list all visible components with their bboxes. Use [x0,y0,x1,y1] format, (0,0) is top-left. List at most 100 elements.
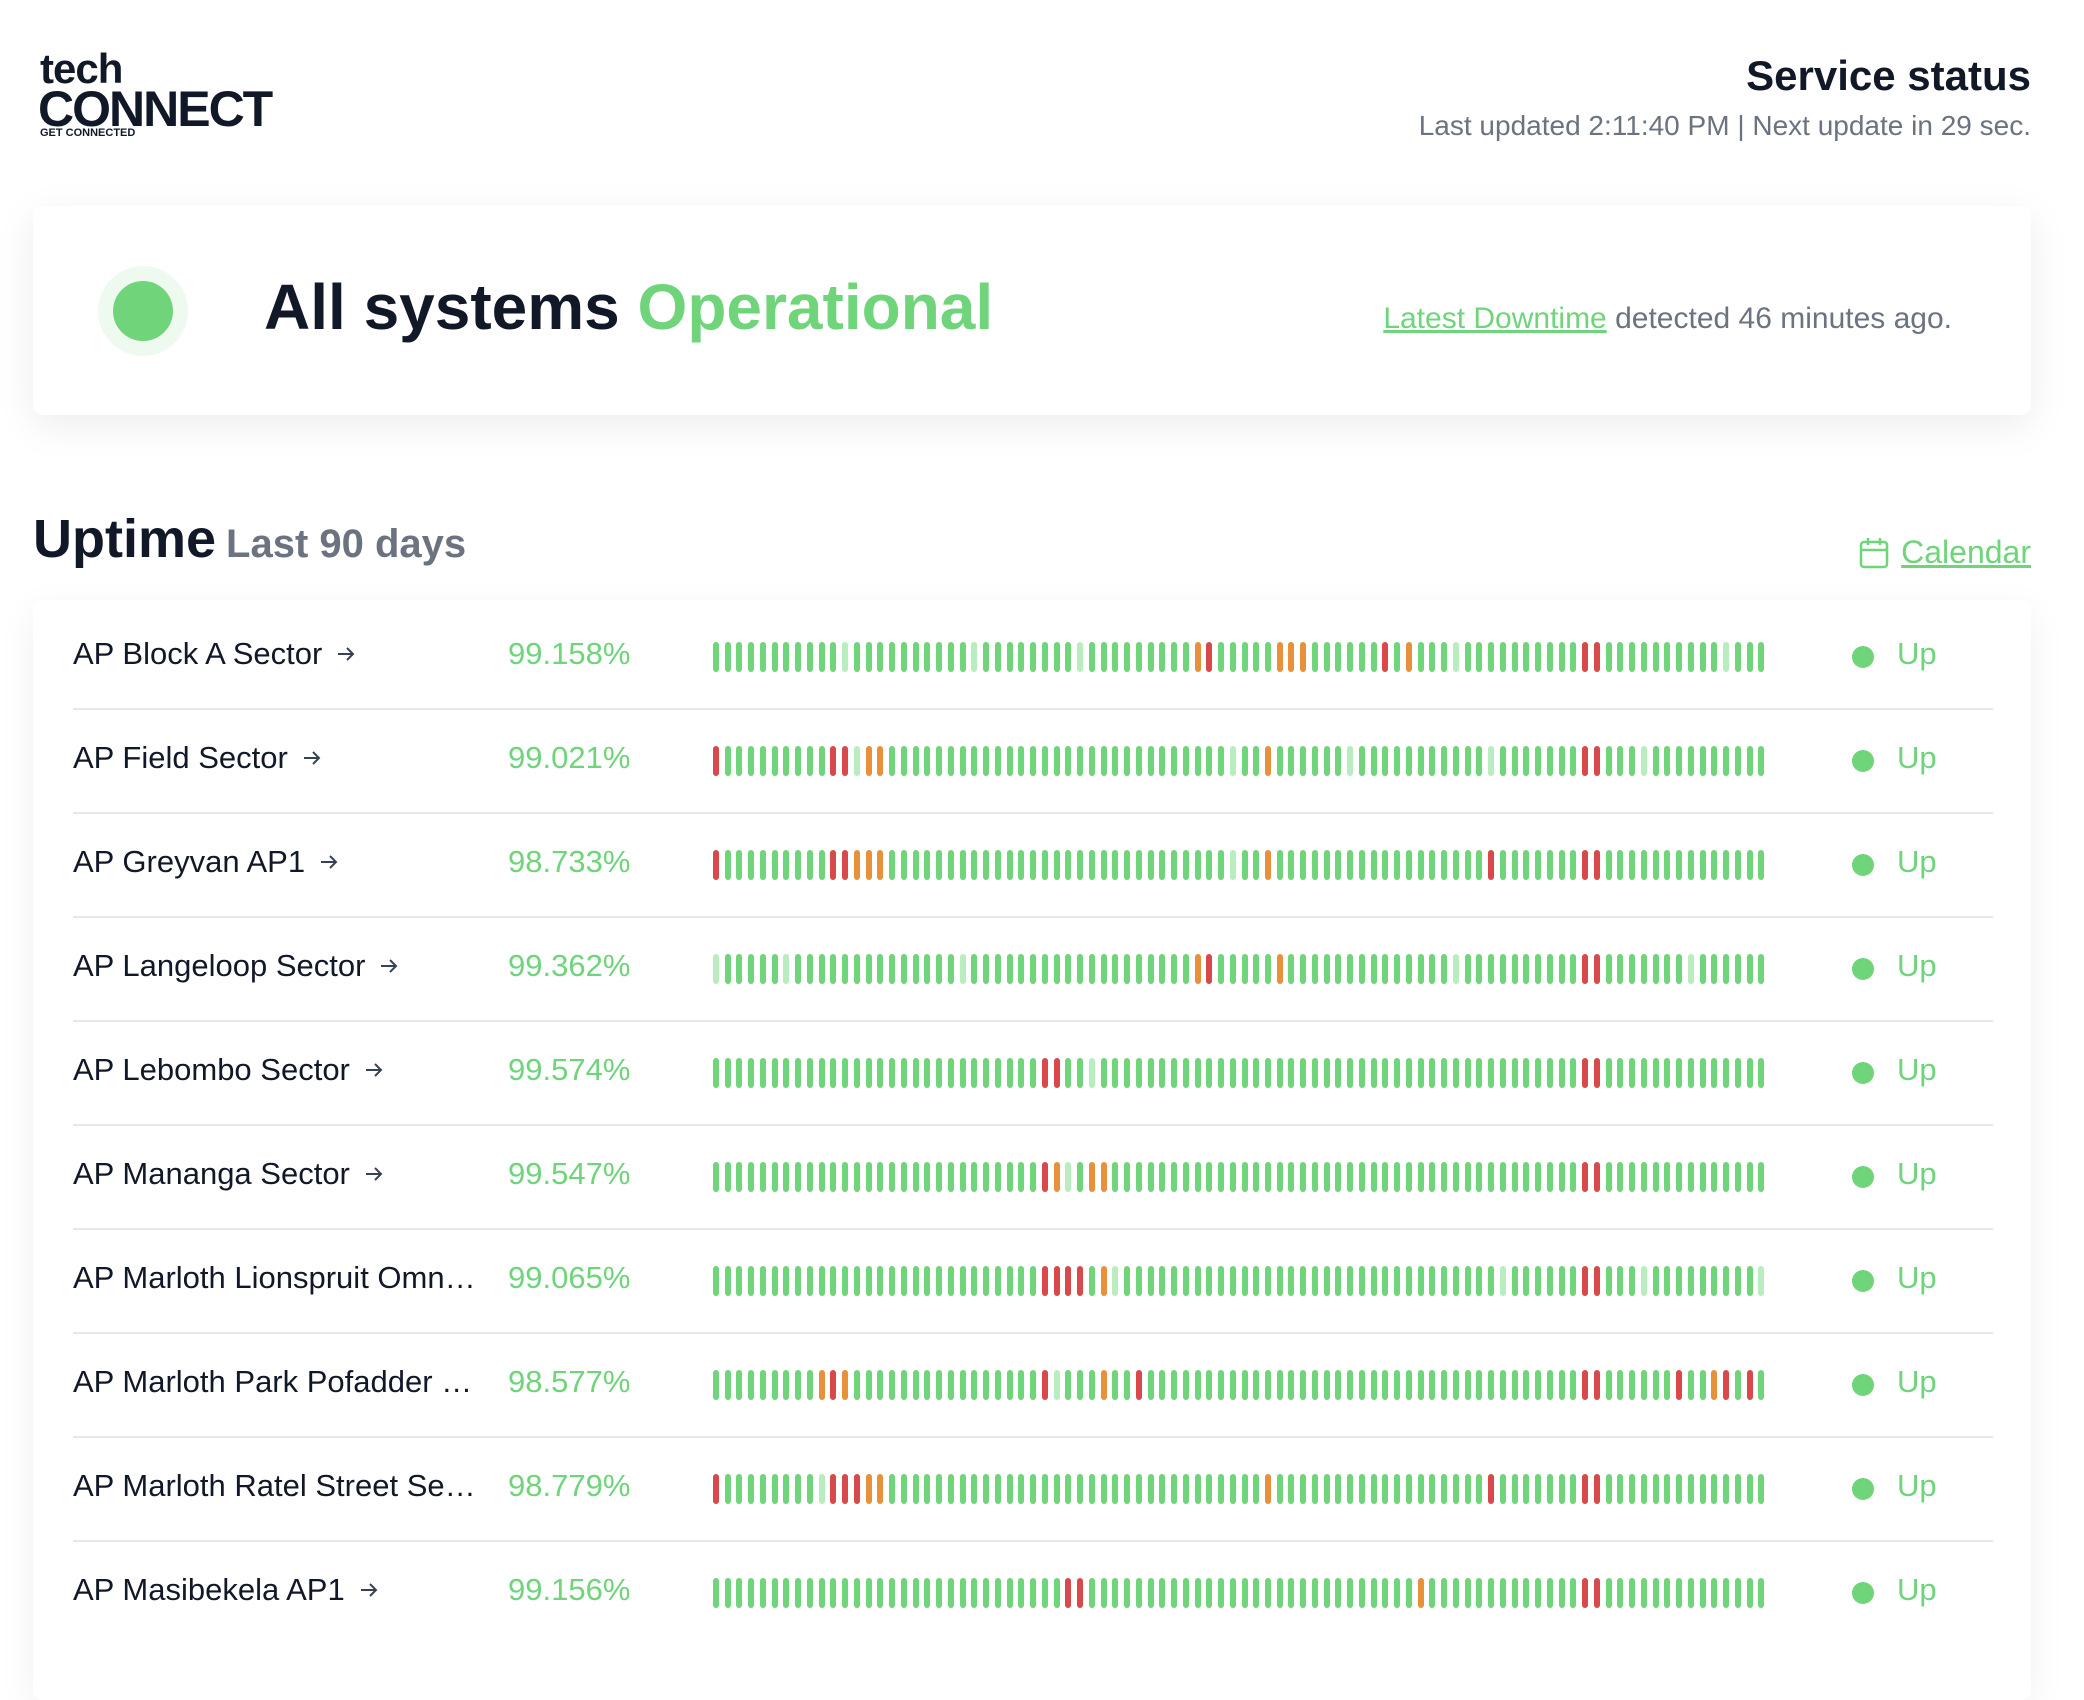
day-bar [1229,1474,1236,1504]
calendar-link[interactable]: Calendar [1859,534,2031,571]
monitor-name-text[interactable]: AP Greyvan AP1 [73,844,306,879]
monitor-name-text[interactable]: AP Field Sector [73,740,288,775]
monitor-name[interactable]: AP Lebombo Sector [73,1052,384,1088]
monitor-row[interactable]: AP Marloth Ratel Street Se… 98.779% Up [73,1436,1993,1540]
day-bar [1276,1578,1283,1608]
day-bar [1300,850,1307,880]
day-bar [1370,1266,1377,1296]
calendar-text[interactable]: Calendar [1901,534,2031,570]
monitor-status: Up [1897,844,1937,879]
monitor-name[interactable]: AP Masibekela AP1 [73,1572,379,1608]
day-bar [1394,746,1401,776]
day-bar [1652,1162,1659,1192]
day-bar [1476,1162,1483,1192]
day-bar [1476,1370,1483,1400]
last-updated: Last updated 2:11:40 PM | Next update in… [1418,110,2031,141]
day-bar [748,954,755,984]
day-bar [1523,1162,1530,1192]
monitor-status: Up [1897,1260,1937,1295]
day-bar [1041,954,1048,984]
day-bar [1676,1266,1683,1296]
day-bar [936,1266,943,1296]
day-bar [1276,1474,1283,1504]
monitor-name-text[interactable]: AP Marloth Ratel Street Se… [73,1468,476,1503]
uptime-percent: 98.577% [508,1364,631,1399]
monitor-row[interactable]: AP Marloth Park Pofadder … 98.577% Up [73,1332,1993,1436]
day-bar [1699,1266,1706,1296]
day-bar [1018,1266,1025,1296]
day-bar [1206,1266,1213,1296]
monitor-row[interactable]: AP Lebombo Sector 99.574% Up [73,1020,1993,1124]
day-bar [1264,746,1271,776]
monitor-name[interactable]: AP Marloth Park Pofadder … [73,1364,472,1400]
row-separator [73,1436,1993,1438]
day-bar [736,1578,743,1608]
day-bar [994,1474,1001,1504]
downtime-link[interactable]: Latest Downtime [1383,302,1607,335]
monitor-row[interactable]: AP Field Sector 99.021% Up [73,708,1993,812]
monitor-name-text[interactable]: AP Block A Sector [73,636,323,671]
day-bar [900,1474,907,1504]
day-bar [1488,1058,1495,1088]
day-bar [1124,642,1131,672]
monitor-name-text[interactable]: AP Langeloop Sector [73,948,366,983]
day-bar [1617,1162,1624,1192]
day-bar [924,1370,931,1400]
day-bar [1288,1266,1295,1296]
day-bar [1699,1578,1706,1608]
monitor-name[interactable]: AP Marloth Ratel Street Se… [73,1468,476,1504]
day-bar [1699,746,1706,776]
day-bar [771,746,778,776]
monitor-row[interactable]: AP Mananga Sector 99.547% Up [73,1124,1993,1228]
day-bar [759,1162,766,1192]
day-bar [1347,954,1354,984]
monitor-name[interactable]: AP Block A Sector [73,636,356,672]
monitor-name-text[interactable]: AP Mananga Sector [73,1156,350,1191]
monitor-name-text[interactable]: AP Marloth Lionspruit Omn… [73,1260,476,1295]
day-bar [1218,1162,1224,1192]
day-bar [1441,642,1448,672]
monitor-name[interactable]: AP Field Sector [73,740,322,776]
day-bar [1652,1266,1659,1296]
day-bar [1676,954,1683,984]
day-bar [1253,746,1260,776]
day-bar [1593,850,1600,880]
day-bar [1405,642,1412,672]
day-bar [971,954,978,984]
monitor-row[interactable]: AP Langeloop Sector 99.362% Up [73,916,1993,1020]
monitor-name[interactable]: AP Mananga Sector [73,1156,384,1192]
day-bar [783,1370,790,1400]
day-bar [806,1266,813,1296]
day-bar [1382,642,1389,672]
day-bar [795,746,802,776]
day-bar [1723,1474,1730,1504]
monitor-row[interactable]: AP Block A Sector 99.158% Up [73,604,1993,708]
day-bar [1546,1578,1553,1608]
day-bar [1605,1474,1612,1504]
monitor-row[interactable]: AP Marloth Lionspruit Omn… 99.065% Up [73,1228,1993,1332]
day-bar [924,1058,931,1088]
downtime-note: Latest Downtime detected 46 minutes ago. [1383,302,1952,336]
day-bar [1488,1162,1495,1192]
day-bar [1417,1266,1424,1296]
day-bar [1264,1266,1271,1296]
day-bar [1605,1370,1612,1400]
day-bar [1218,642,1224,672]
day-bar [1523,1370,1530,1400]
monitor-row[interactable]: AP Masibekela AP1 99.156% Up [73,1540,1993,1644]
day-bar [1664,850,1671,880]
day-bar [1088,1578,1095,1608]
monitor-name-text[interactable]: AP Marloth Park Pofadder … [73,1364,473,1399]
day-bar [771,1266,778,1296]
day-bar [1030,746,1037,776]
day-bar [806,1058,813,1088]
day-bar [1605,1578,1612,1608]
day-bar [1182,1162,1189,1192]
monitor-name[interactable]: AP Marloth Lionspruit Omn… [73,1260,476,1296]
monitor-name-text[interactable]: AP Masibekela AP1 [73,1572,345,1607]
monitor-row[interactable]: AP Greyvan AP1 98.733% Up [73,812,1993,916]
monitor-name[interactable]: AP Greyvan AP1 [73,844,339,880]
day-bar [771,1474,778,1504]
monitor-name[interactable]: AP Langeloop Sector [73,948,399,984]
monitor-name-text[interactable]: AP Lebombo Sector [73,1052,350,1087]
